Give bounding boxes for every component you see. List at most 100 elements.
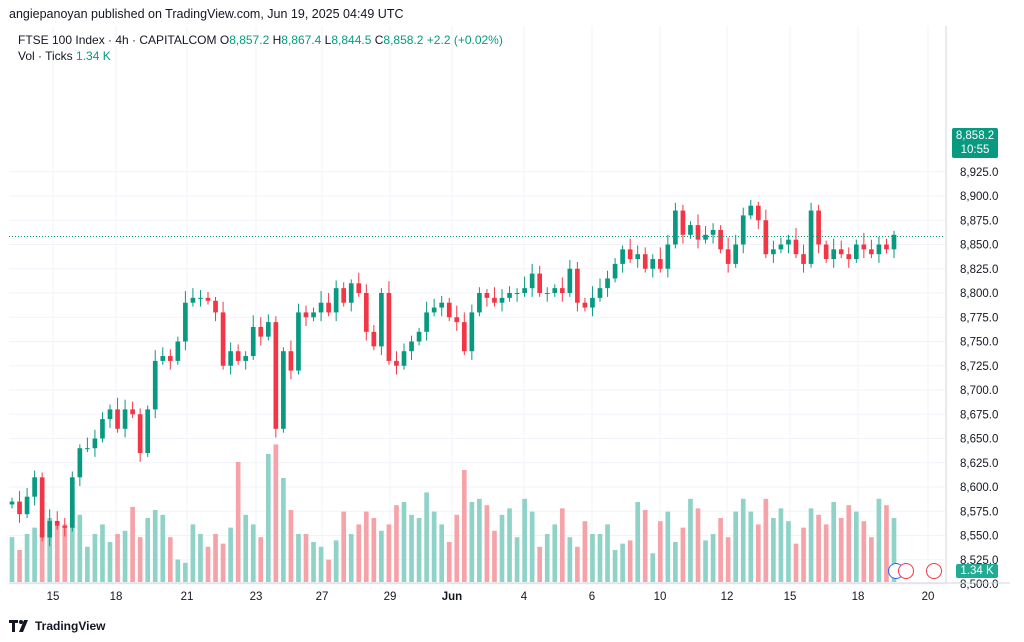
volume-bar [107,542,113,582]
x-tick-label: 4 [521,591,528,603]
candle-body [250,326,256,357]
candle-body [808,210,814,264]
volume-bar [363,511,369,582]
volume-bar [205,546,211,582]
candle-body [582,302,588,308]
x-tick-label: Jun [442,591,462,603]
volume-bar [228,527,233,582]
volume-bar [801,527,806,582]
candle-body [115,409,120,429]
y-tick-label: 8,675.0 [960,409,998,421]
volume-bar [145,518,151,582]
volume-bar [831,502,837,582]
candle-body [605,278,610,289]
volume-bar [605,524,610,582]
volume-bar [718,518,723,582]
candle-body [92,438,98,449]
candle-body [228,351,233,366]
candle-body [281,351,286,429]
volume-bar [265,454,271,582]
y-tick-label: 8,525.0 [960,555,998,567]
volume-bar [77,514,83,582]
candle-body [371,331,377,347]
y-tick-label: 8,500.0 [960,579,998,591]
candle-body [416,331,422,342]
volume-bar [725,537,731,582]
volume-label: Vol · Ticks [18,49,73,63]
candle-body [122,409,128,429]
grid-lines [9,26,945,585]
x-tick-label: 15 [784,591,797,603]
candle-body [461,322,467,352]
candle-body [831,249,837,260]
candle-body [620,249,625,264]
symbol-name: FTSE 100 Index · 4h · CAPITALCOM [18,33,217,47]
candle-body [725,249,731,264]
volume-bar [733,511,739,582]
candle-body [32,477,37,497]
candle-body [288,351,294,371]
uk-flag-icon[interactable] [926,563,942,579]
volume-bar [356,524,362,582]
candle-body [401,351,407,366]
x-tick-label: 18 [110,591,123,603]
close-value: 8,858.2 [383,33,424,47]
candle-body [62,525,68,528]
volume-bar [115,534,120,582]
candle-body [69,477,75,528]
volume-bar [341,511,347,582]
volume-bar [884,505,889,582]
volume-bar [816,514,821,582]
volume-bar [348,534,354,582]
volume-bar [582,521,588,582]
y-tick-label: 8,725.0 [960,361,998,373]
candle-body [137,414,143,454]
candle-body [100,419,105,439]
candle-body [499,297,505,303]
volume-bar [793,543,799,582]
close-label: C [374,33,384,47]
uk-flag-icon[interactable] [898,563,914,579]
volume-bar [122,530,128,582]
candle-body [846,254,852,260]
volume-bar [507,508,512,582]
candle-body [145,409,151,454]
candle-body [454,317,460,323]
y-tick-label: 8,800.0 [960,288,998,300]
volume-bar [100,524,105,582]
y-tick-label: 8,850.0 [960,240,998,252]
volume-bar [552,524,558,582]
volume-bar [273,444,279,582]
candle-body [718,229,723,250]
candle-body [665,244,671,269]
x-tick-label: 23 [250,591,263,603]
volume-bar [590,534,595,582]
candle-body [469,312,475,352]
candle-body [130,409,135,415]
volume-bar [673,542,678,582]
candle-body [333,288,339,313]
volume-bar [492,530,497,582]
volume-bar [183,562,188,582]
volume-bar [288,510,294,582]
candle-body [152,360,158,410]
candle-body [379,293,384,347]
candle-body [77,448,83,478]
volume-bar [258,537,264,582]
candle-body [642,254,648,269]
candle-body [567,268,573,293]
volume-bar [424,492,429,582]
candle-body [17,501,22,515]
volume-bar [250,524,256,582]
y-tick-label: 8,925.0 [960,167,998,179]
volume-bar [243,514,249,582]
candle-body [220,312,226,366]
volume-bar [198,534,203,582]
candle-body [311,312,316,318]
candle-body [710,229,716,235]
candle-body [793,239,799,255]
volume-bar [190,524,196,582]
candle-body [477,293,482,313]
volume-bar [409,514,414,582]
